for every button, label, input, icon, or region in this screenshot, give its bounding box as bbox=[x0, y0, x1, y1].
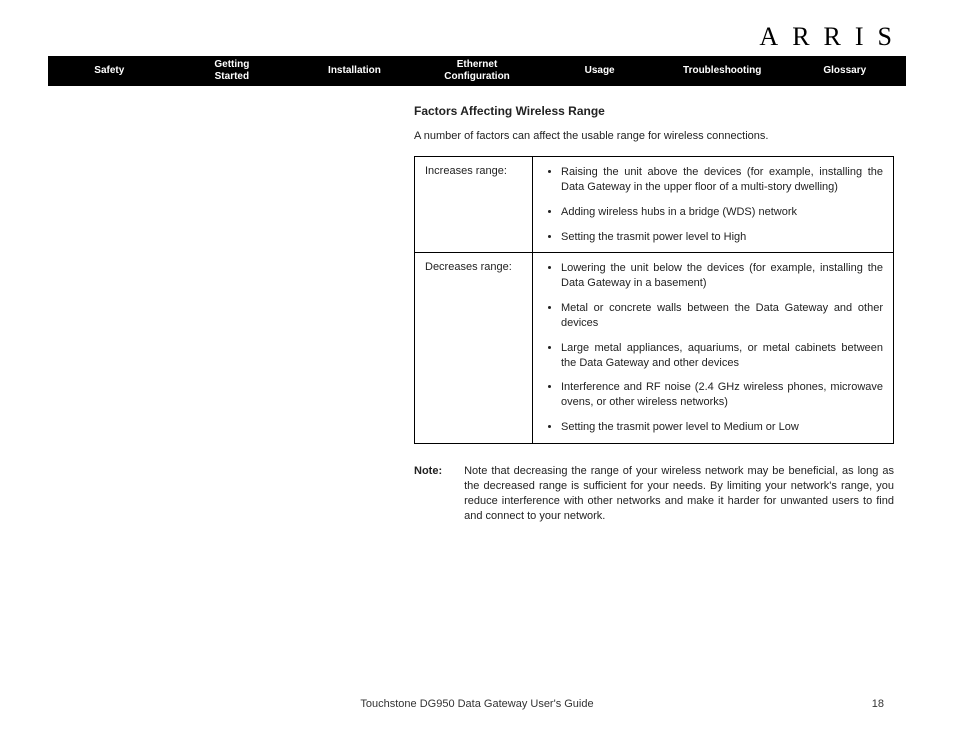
list-item: Adding wireless hubs in a bridge (WDS) n… bbox=[561, 205, 883, 220]
list-item: Setting the trasmit power level to High bbox=[561, 230, 883, 245]
list-item: Interference and RF noise (2.4 GHz wirel… bbox=[561, 380, 883, 410]
section-heading: Factors Affecting Wireless Range bbox=[414, 104, 894, 118]
list-item: Lowering the unit below the devices (for… bbox=[561, 261, 883, 291]
note-text: Note that decreasing the range of your w… bbox=[464, 464, 894, 523]
row-label-decreases: Decreases range: bbox=[415, 253, 533, 444]
nav-glossary[interactable]: Glossary bbox=[783, 63, 906, 80]
list-item: Raising the unit above the devices (for … bbox=[561, 165, 883, 195]
nav-usage[interactable]: Usage bbox=[538, 63, 661, 80]
page-number: 18 bbox=[872, 698, 884, 710]
nav-safety[interactable]: Safety bbox=[48, 63, 171, 80]
nav-troubleshooting[interactable]: Troubleshooting bbox=[661, 63, 784, 80]
nav-getting-started[interactable]: GettingStarted bbox=[171, 57, 294, 86]
range-factors-table: Increases range: Raising the unit above … bbox=[414, 156, 894, 444]
table-row: Decreases range: Lowering the unit below… bbox=[415, 253, 894, 444]
nav-ethernet-configuration[interactable]: EthernetConfiguration bbox=[416, 57, 539, 86]
nav-installation[interactable]: Installation bbox=[293, 63, 416, 80]
footer-title: Touchstone DG950 Data Gateway User's Gui… bbox=[0, 698, 954, 710]
main-content: Factors Affecting Wireless Range A numbe… bbox=[414, 104, 894, 523]
note-block: Note: Note that decreasing the range of … bbox=[414, 464, 894, 523]
top-navbar: Safety GettingStarted Installation Ether… bbox=[48, 56, 906, 86]
note-label: Note: bbox=[414, 464, 442, 523]
brand-logo: ARRIS bbox=[759, 22, 906, 52]
list-item: Large metal appliances, aquariums, or me… bbox=[561, 341, 883, 371]
list-item: Metal or concrete walls between the Data… bbox=[561, 301, 883, 331]
row-label-increases: Increases range: bbox=[415, 157, 533, 253]
row-items-decreases: Lowering the unit below the devices (for… bbox=[533, 253, 894, 444]
section-intro: A number of factors can affect the usabl… bbox=[414, 130, 894, 142]
table-row: Increases range: Raising the unit above … bbox=[415, 157, 894, 253]
row-items-increases: Raising the unit above the devices (for … bbox=[533, 157, 894, 253]
list-item: Setting the trasmit power level to Mediu… bbox=[561, 420, 883, 435]
